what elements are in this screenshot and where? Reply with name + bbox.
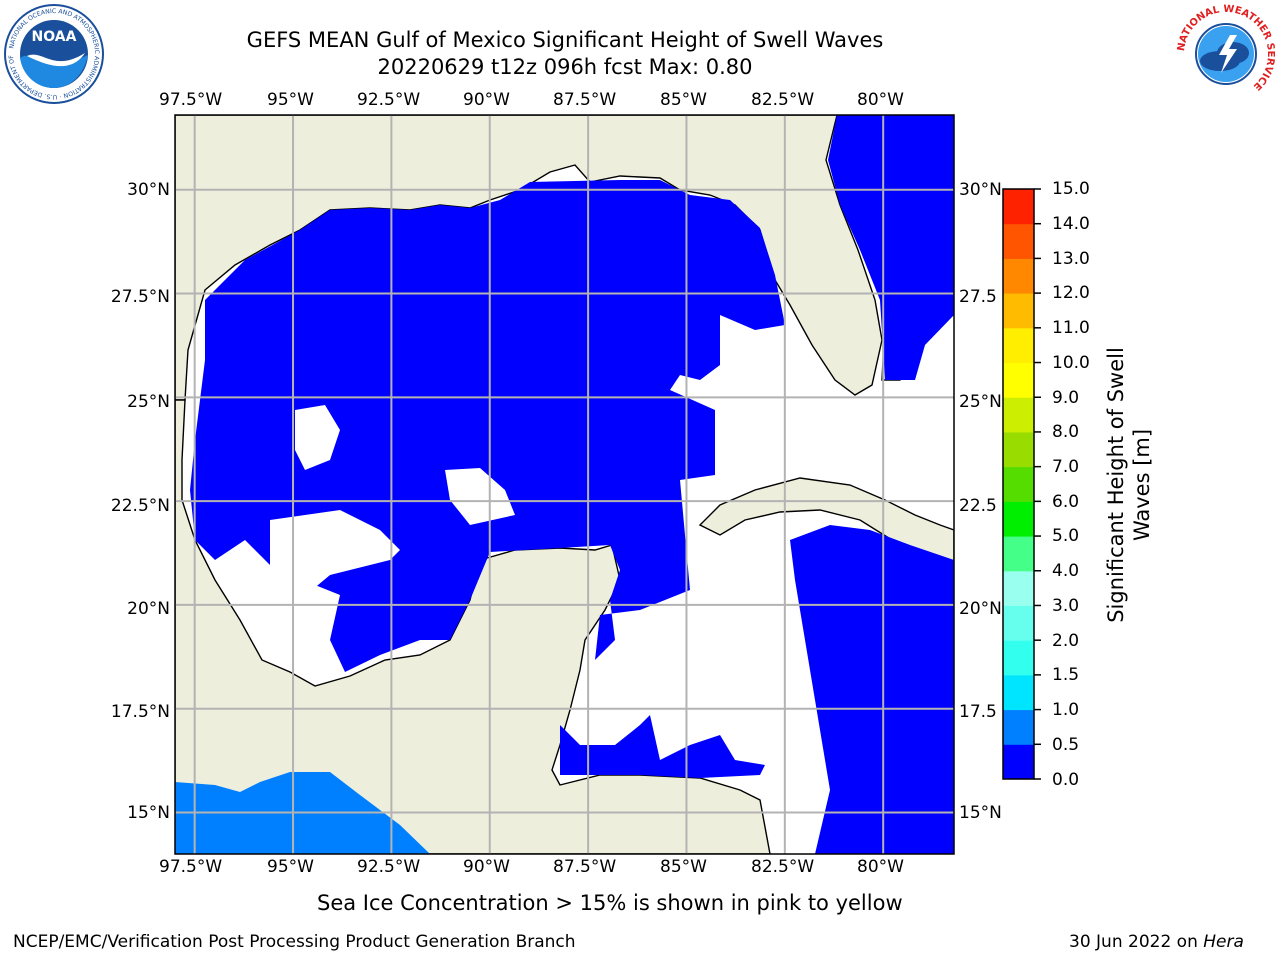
colorbar-tick-label: 15.0 (1052, 179, 1090, 199)
colorbar-segment (1003, 362, 1034, 398)
lat-label-left: 17.5°N (110, 702, 170, 722)
lat-label-left: 22.5°N (110, 496, 170, 516)
colorbar-segment (1003, 640, 1034, 676)
colorbar-segment (1003, 674, 1034, 711)
sea-ice-note: Sea Ice Concentration > 15% is shown in … (317, 891, 903, 915)
colorbar (1002, 188, 1041, 780)
noaa-logo-icon: NATIONAL OCEANIC AND ATMOSPHERIC ADMINIS… (3, 3, 104, 104)
colorbar-tick-label: 6.0 (1052, 492, 1080, 512)
lon-label-bottom: 87.5°W (553, 857, 617, 877)
map-frame (174, 114, 955, 855)
colorbar-tick-label: 0.5 (1052, 735, 1080, 755)
colorbar-segment (1003, 397, 1034, 433)
colorbar-segment (1003, 605, 1034, 641)
lon-label-top: 87.5°W (553, 90, 617, 110)
lat-label-right: 15°N (959, 803, 1002, 823)
footer-date-text: 30 Jun 2022 on (1069, 932, 1204, 952)
colorbar-segment (1003, 293, 1034, 329)
colorbar-segment (1003, 709, 1034, 745)
lat-label-left: 30°N (127, 180, 170, 200)
colorbar-tick-label: 1.0 (1052, 700, 1080, 720)
footer-producer: NCEP/EMC/Verification Post Processing Pr… (13, 932, 576, 952)
lat-label-right: 27.5 (959, 287, 997, 307)
lon-label-bottom: 82.5°W (751, 857, 815, 877)
map-title: GEFS MEAN Gulf of Mexico Significant Hei… (246, 28, 884, 52)
lon-label-bottom: 97.5°W (159, 857, 223, 877)
lat-label-left: 15°N (127, 803, 170, 823)
colorbar-tick-label: 13.0 (1052, 249, 1090, 269)
colorbar-label: Significant Height of Swell Waves [m] (1104, 347, 1154, 623)
colorbar-label-line1: Significant Height of Swell (1104, 347, 1128, 623)
lon-label-top: 80°W (857, 90, 904, 110)
swell-region-caribbean-east (790, 525, 954, 854)
lat-label-right: 17.5 (959, 702, 997, 722)
land-usa (175, 115, 883, 401)
colorbar-segment (1003, 536, 1034, 572)
lat-label-right: 22.5 (959, 496, 997, 516)
lon-label-top: 85°W (660, 90, 707, 110)
no-swell-patch-3 (270, 510, 400, 600)
colorbar-segment (1003, 744, 1034, 780)
land-cuba (698, 477, 954, 581)
colorbar-tick-label: 5.0 (1052, 526, 1080, 546)
lon-label-bottom: 92.5°W (357, 857, 421, 877)
colorbar-tick-label: 3.0 (1052, 596, 1080, 616)
map-gridlines (175, 115, 954, 854)
footer-host: Hera (1203, 932, 1244, 952)
colorbar-tick-label: 7.0 (1052, 457, 1080, 477)
colorbar-tick-label: 14.0 (1052, 214, 1090, 234)
colorbar-label-line2: Waves [m] (1130, 429, 1154, 541)
nws-logo-icon: NATIONAL WEATHER SERVICE (1176, 4, 1276, 103)
lon-label-bottom: 95°W (267, 857, 314, 877)
colorbar-tick-label: 9.0 (1052, 388, 1080, 408)
colorbar-segment (1003, 258, 1034, 294)
lat-label-left: 20°N (127, 599, 170, 619)
colorbar-segment (1003, 223, 1034, 259)
colorbar-segment (1003, 327, 1034, 364)
colorbar-tick-label: 10.0 (1052, 353, 1090, 373)
lat-label-right: 30°N (959, 180, 1002, 200)
lon-label-top: 92.5°W (357, 90, 421, 110)
lon-label-bottom: 90°W (463, 857, 510, 877)
lat-label-left: 27.5°N (110, 287, 170, 307)
colorbar-tick-label: 4.0 (1052, 561, 1080, 581)
colorbar-segment (1003, 570, 1034, 606)
lat-label-right: 20°N (959, 599, 1002, 619)
colorbar-tick-label: 1.5 (1052, 665, 1080, 685)
colorbar-tick-label: 12.0 (1052, 283, 1090, 303)
no-swell-patch-2 (445, 468, 515, 525)
lon-label-bottom: 80°W (857, 857, 904, 877)
lat-label-left: 25°N (127, 392, 170, 412)
lon-label-bottom: 85°W (660, 857, 707, 877)
colorbar-segment (1003, 431, 1034, 468)
footer-date: 30 Jun 2022 on Hera (1069, 932, 1244, 952)
colorbar-segment (1003, 189, 1034, 225)
lon-label-top: 82.5°W (751, 90, 815, 110)
lon-label-top: 90°W (463, 90, 510, 110)
colorbar-tick-label: 8.0 (1052, 422, 1080, 442)
lon-label-top: 95°W (267, 90, 314, 110)
colorbar-tick-label: 11.0 (1052, 318, 1090, 338)
colorbar-tick-label: 0.0 (1052, 770, 1080, 790)
swell-region-east (828, 115, 954, 380)
colorbar-segment (1003, 466, 1034, 502)
lat-label-right: 25°N (959, 392, 1002, 412)
lon-label-top: 97.5°W (159, 90, 223, 110)
colorbar-segment (1003, 501, 1034, 537)
colorbar-tick-label: 2.0 (1052, 631, 1080, 651)
noaa-logo-text: NOAA (32, 29, 77, 45)
map-subtitle: 20220629 t12z 096h fcst Max: 0.80 (377, 55, 753, 79)
no-swell-patch-1 (295, 405, 340, 470)
swell-region-yucatan-south (560, 715, 765, 778)
